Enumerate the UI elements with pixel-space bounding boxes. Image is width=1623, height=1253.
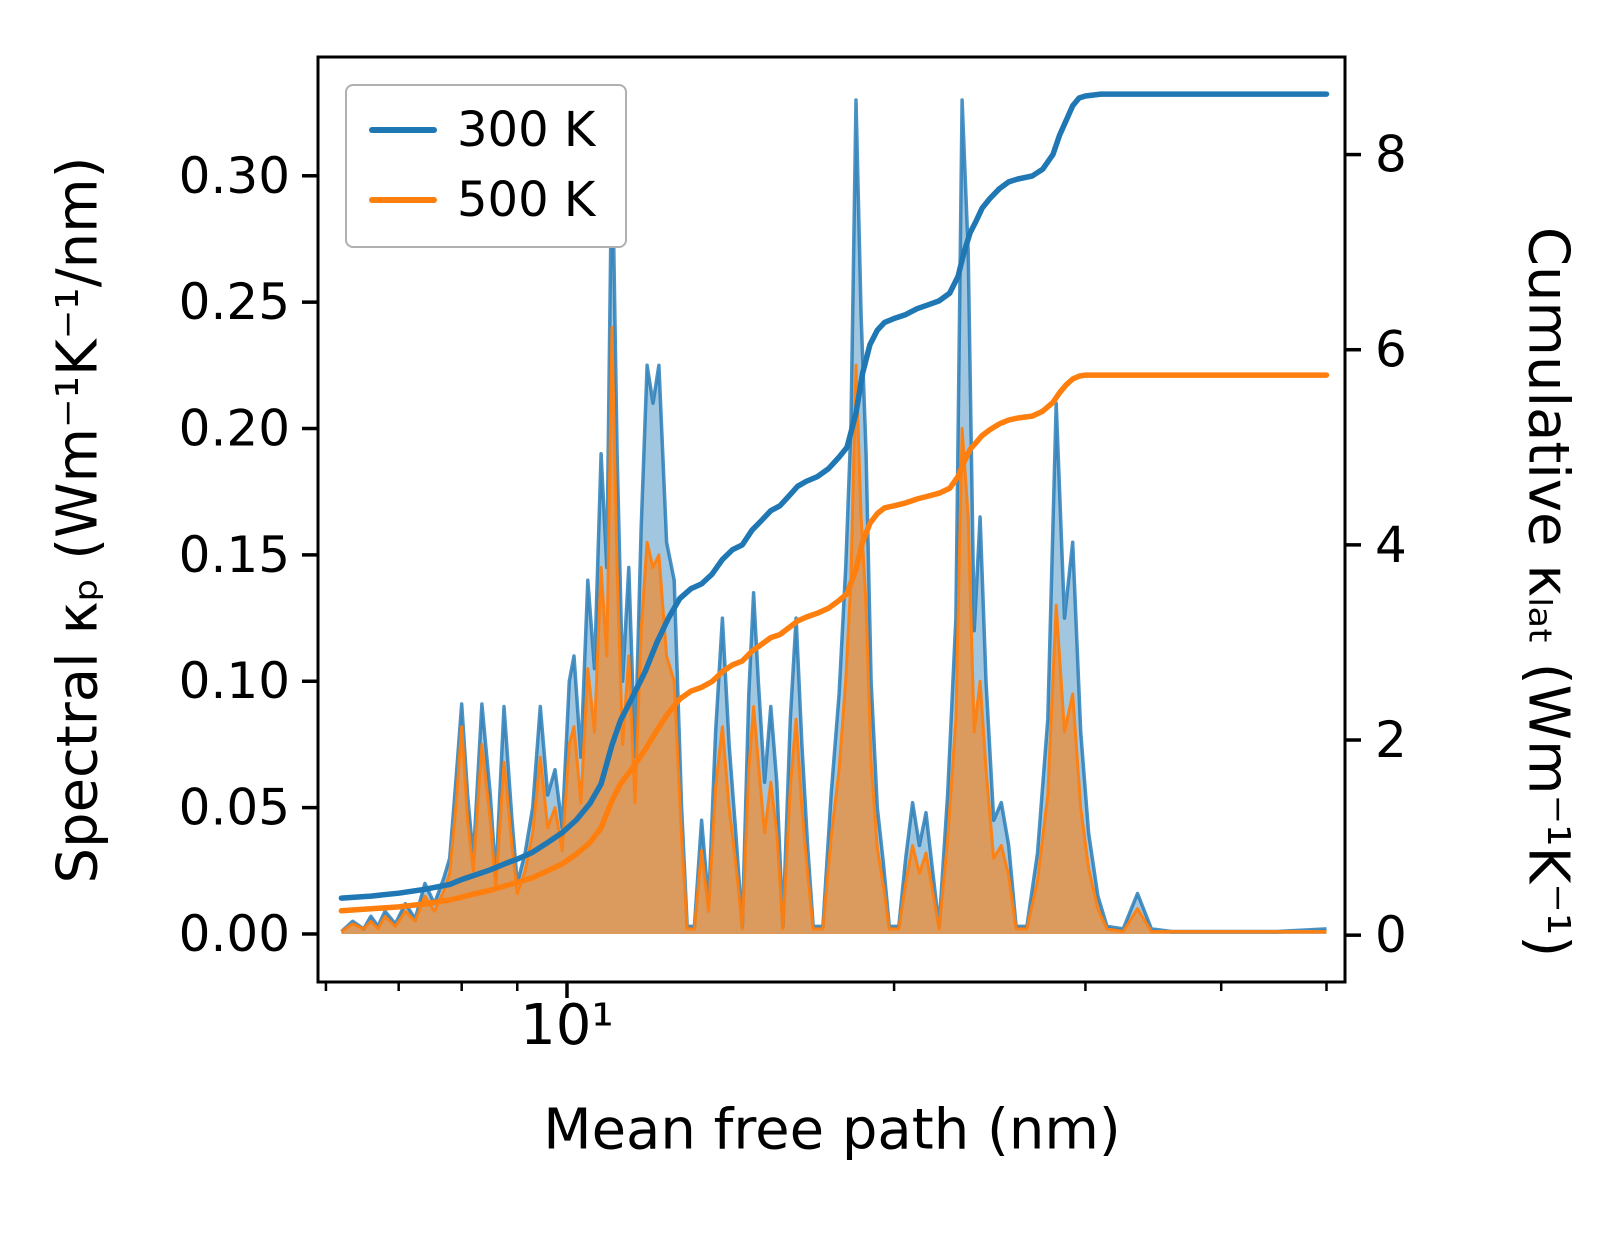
- legend-label-500k: 500 K: [457, 172, 596, 228]
- y-axis-left-label: Spectral κₚ (Wm⁻¹K⁻¹/nm): [45, 156, 111, 884]
- svg-text:8: 8: [1375, 126, 1407, 184]
- legend-entry-300k: 300 K: [369, 106, 595, 154]
- legend-entry-500k: 500 K: [369, 176, 595, 224]
- legend-label-300k: 300 K: [457, 102, 596, 158]
- svg-text:10¹: 10¹: [520, 993, 614, 1058]
- svg-text:0.15: 0.15: [179, 526, 290, 584]
- svg-text:0.10: 0.10: [179, 652, 290, 710]
- svg-text:4: 4: [1375, 516, 1407, 574]
- legend: 300 K 500 K: [345, 84, 628, 248]
- x-axis-label: Mean free path (nm): [543, 1097, 1121, 1163]
- svg-text:0: 0: [1375, 906, 1407, 964]
- svg-text:2: 2: [1375, 711, 1407, 769]
- svg-text:6: 6: [1375, 321, 1407, 379]
- svg-text:0.30: 0.30: [179, 147, 290, 205]
- svg-text:0.00: 0.00: [179, 905, 290, 963]
- legend-line-sample-300k: [369, 127, 437, 133]
- svg-text:0.20: 0.20: [179, 400, 290, 458]
- y-axis-right-label: Cumulative κₗₐₜ (Wm⁻¹K⁻¹): [1515, 226, 1581, 958]
- svg-text:0.25: 0.25: [179, 273, 290, 331]
- svg-text:0.05: 0.05: [179, 779, 290, 837]
- legend-line-sample-500k: [369, 197, 437, 203]
